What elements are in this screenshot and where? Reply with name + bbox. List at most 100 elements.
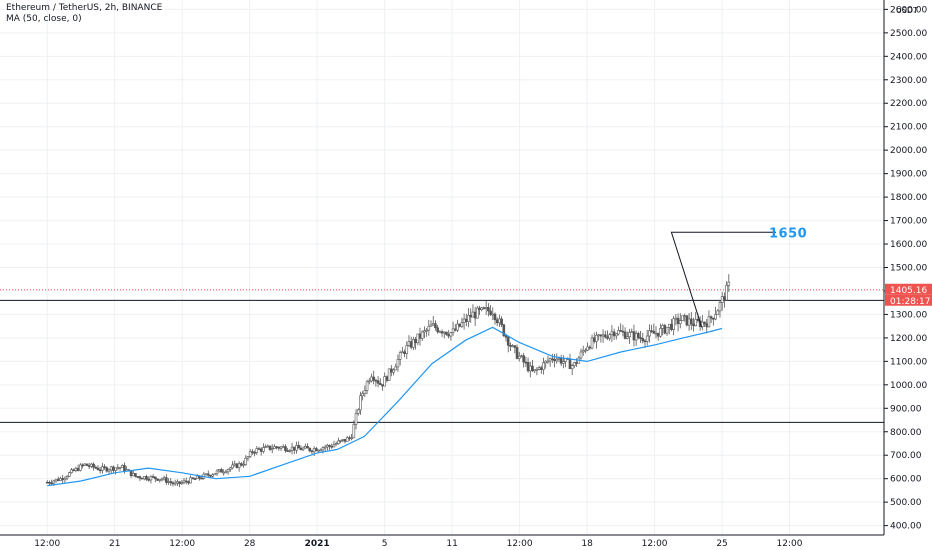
candle-body <box>275 446 278 448</box>
candle-body <box>595 334 598 342</box>
y-tick-label: 2400.00 <box>890 52 927 62</box>
candle-body <box>533 369 536 372</box>
candle-body <box>206 473 210 476</box>
y-tick-label: 1000.00 <box>890 381 927 391</box>
candle-body <box>456 323 459 331</box>
candle-body <box>376 380 380 384</box>
candle-body <box>409 341 413 348</box>
candle-body <box>718 302 722 312</box>
candle-body <box>707 316 711 328</box>
candle-body <box>242 464 245 466</box>
candle-body <box>162 477 166 480</box>
candle-body <box>502 324 506 336</box>
candle-body <box>385 376 389 381</box>
candle-body <box>727 281 731 286</box>
y-tick-label: 2500.00 <box>890 29 927 39</box>
candle-body <box>667 323 671 328</box>
candle-body <box>120 465 124 468</box>
candle-body <box>601 334 605 337</box>
candle-body <box>211 474 214 477</box>
candle-body <box>301 447 305 451</box>
candle-body <box>621 330 625 333</box>
candle-body <box>105 467 109 472</box>
candle-body <box>235 463 239 469</box>
candle-body <box>251 451 254 453</box>
time-axis[interactable] <box>0 535 884 550</box>
candle-body <box>683 315 686 317</box>
candle-body <box>639 337 642 339</box>
candle-body <box>315 448 318 452</box>
candle-body <box>403 351 406 354</box>
candle-body <box>392 369 395 373</box>
candle-body <box>570 365 574 370</box>
candle-body <box>427 325 431 331</box>
candle-body <box>493 313 497 321</box>
candle-body <box>319 449 323 452</box>
y-tick-label: 1500.00 <box>890 264 927 274</box>
candle-body <box>436 327 439 333</box>
candle-body <box>670 323 673 330</box>
candle-body <box>330 445 334 448</box>
candle-body <box>619 330 623 332</box>
candle-body <box>592 337 596 342</box>
candle-body <box>341 438 345 441</box>
candle-body <box>176 481 179 484</box>
candle-body <box>484 307 488 309</box>
candle-body <box>74 467 78 472</box>
candle-body <box>213 473 217 476</box>
x-tick-label: 12:00 <box>34 539 60 549</box>
x-tick-label: 11 <box>446 539 457 549</box>
candle-body <box>70 469 73 473</box>
candle-body <box>233 463 237 466</box>
candle-body <box>418 333 422 339</box>
candle-body <box>266 445 270 448</box>
candle-body <box>134 473 137 477</box>
candle-body <box>632 331 636 341</box>
y-tick-label: 600.00 <box>890 475 922 485</box>
ma-indicator-label[interactable]: MA (50, close, 0) <box>6 14 82 24</box>
y-tick-label: 2600.00 <box>890 5 927 15</box>
candle-body <box>264 446 267 448</box>
price-axis[interactable] <box>884 0 932 550</box>
candle-body <box>359 395 362 411</box>
candle-body <box>383 376 387 387</box>
candle-body <box>268 445 272 450</box>
candle-body <box>709 316 713 319</box>
candle-body <box>588 346 592 349</box>
candle-body <box>725 285 728 301</box>
candle-body <box>716 310 720 315</box>
candle-body <box>723 296 726 301</box>
candle-body <box>687 318 691 326</box>
candle-body <box>277 446 281 449</box>
candle-body <box>310 450 314 453</box>
y-tick-label: 1200.00 <box>890 334 927 344</box>
candle-body <box>323 446 327 449</box>
candle-body <box>440 331 444 334</box>
current-price-value: 1405.16 <box>890 286 927 296</box>
target-annotation-line[interactable] <box>670 231 776 328</box>
candle-body <box>509 345 512 347</box>
candle-body <box>123 465 126 472</box>
ma-50-line[interactable] <box>47 326 723 487</box>
candle-body <box>425 329 428 332</box>
countdown-tag <box>885 294 932 306</box>
current-price-tag[interactable] <box>885 283 932 295</box>
candle-body <box>608 334 611 339</box>
candle-body <box>628 332 631 338</box>
symbol-title[interactable]: Ethereum / TetherUS, 2h, BINANCE <box>6 3 163 13</box>
candle-body <box>398 352 402 360</box>
candle-body <box>356 409 360 414</box>
candle-body <box>191 477 195 480</box>
candle-body <box>720 296 724 303</box>
y-tick-label: 2300.00 <box>890 76 927 86</box>
candle-body <box>659 328 662 337</box>
candle-body <box>354 413 358 425</box>
y-tick-label: 700.00 <box>890 451 922 461</box>
candle-body <box>81 464 84 467</box>
candle-body <box>147 478 150 481</box>
candle-body <box>182 480 186 483</box>
target-price-label[interactable]: 1650 <box>769 226 807 241</box>
candle-body <box>328 445 331 447</box>
candle-body <box>101 466 104 471</box>
